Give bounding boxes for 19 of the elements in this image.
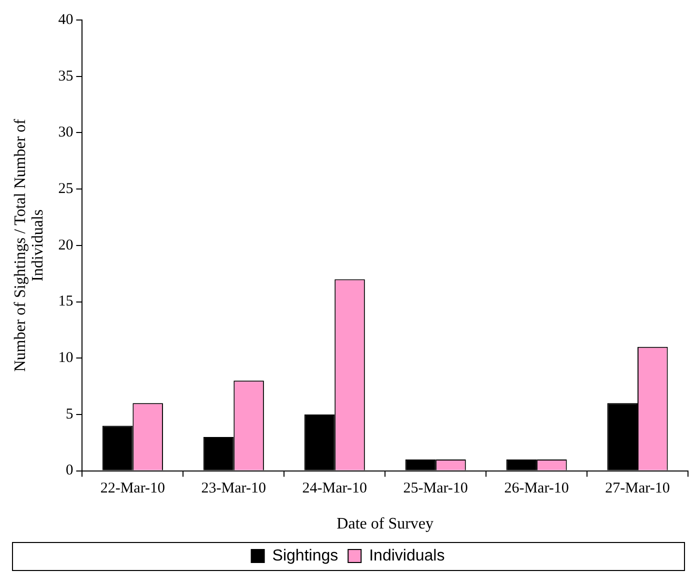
y-tick-label: 40: [58, 12, 74, 28]
y-tick-label: 10: [58, 350, 74, 366]
y-tick-label: 5: [66, 406, 74, 422]
y-tick-label: 15: [58, 294, 74, 310]
x-tick-label: 22-Mar-10: [100, 480, 166, 497]
x-tick-label: 25-Mar-10: [403, 480, 468, 497]
y-tick-label: 20: [58, 237, 74, 254]
x-tick-label: 24-Mar-10: [302, 480, 367, 497]
y-axis-title: Number of Sightings / Total Number of Individuals: [12, 118, 47, 372]
y-tick-label: 35: [58, 68, 74, 84]
legend-label: Sightings: [272, 547, 338, 564]
y-tick-label: 30: [58, 124, 74, 141]
x-tick-label: 26-Mar-10: [504, 480, 569, 497]
legend-label: Individuals: [369, 547, 445, 564]
x-tick-label: 27-Mar-10: [605, 480, 670, 497]
y-tick-label: 0: [66, 462, 74, 479]
x-tick-label: 23-Mar-10: [201, 480, 266, 497]
y-tick-label: 25: [58, 180, 74, 197]
x-axis-title: Date of Survey: [336, 516, 434, 533]
